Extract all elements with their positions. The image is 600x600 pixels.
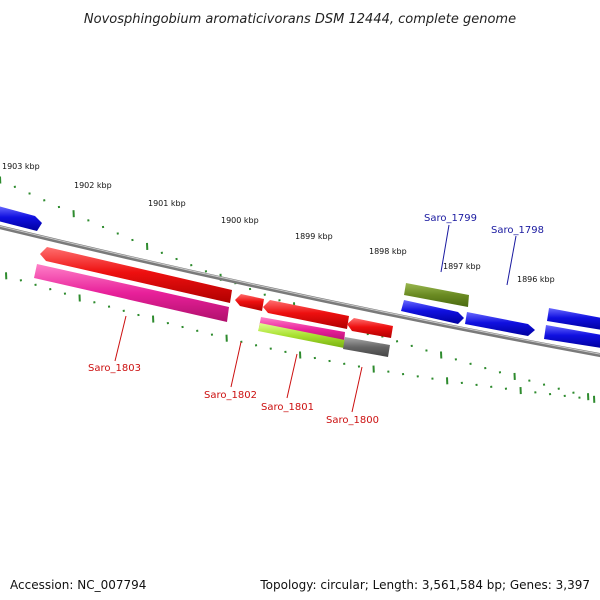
gene-arrow[interactable] [401, 300, 464, 324]
genome-backbone [0, 225, 600, 358]
accession-text: Accession: NC_007794 [10, 578, 147, 592]
ruler-label: 1901 kbp [148, 199, 186, 208]
gene-arrow[interactable] [263, 300, 349, 329]
inner-ruler-ticks [5, 272, 596, 403]
gene-arrow[interactable] [547, 308, 600, 330]
gene-label[interactable]: Saro_1800 [326, 415, 379, 426]
ruler-label: 1903 kbp [2, 162, 40, 171]
ruler-label: 1900 kbp [221, 216, 259, 225]
gene-label[interactable]: Saro_1801 [261, 402, 314, 413]
lime-feature[interactable] [258, 323, 345, 348]
gene-arrow[interactable] [235, 294, 264, 311]
genome-backbone-highlight [0, 225, 600, 355]
gray-feature[interactable] [343, 337, 390, 357]
leader-line [506, 235, 517, 286]
gene-label[interactable]: Saro_1798 [491, 225, 544, 236]
gene-arrow[interactable] [544, 325, 600, 348]
genome-summary-text: Topology: circular; Length: 3,561,584 bp… [260, 578, 590, 592]
olive-feature[interactable] [404, 283, 469, 307]
leader-line [440, 224, 450, 273]
gene-arrow[interactable] [0, 206, 42, 231]
gene-arrow[interactable] [347, 318, 393, 338]
ruler-label: 1899 kbp [295, 232, 333, 241]
ruler-labels: 1903 kbp 1902 kbp 1901 kbp 1900 kbp 1899… [2, 162, 555, 284]
leader-line [351, 366, 363, 413]
genome-title: Novosphingobium aromaticivorans DSM 1244… [84, 12, 516, 27]
ruler-label: 1898 kbp [369, 247, 407, 256]
reverse-genes [34, 247, 393, 357]
ruler-label: 1897 kbp [443, 262, 481, 271]
leader-line [114, 315, 127, 362]
gene-label[interactable]: Saro_1799 [424, 213, 477, 224]
gene-label[interactable]: Saro_1803 [88, 363, 141, 374]
ruler-label: 1896 kbp [517, 275, 555, 284]
ruler-label: 1902 kbp [74, 181, 112, 190]
label-leader-lines [114, 224, 517, 413]
gene-arrow[interactable] [465, 312, 535, 336]
gene-label[interactable]: Saro_1802 [204, 390, 257, 401]
gene-arrow[interactable] [40, 247, 232, 303]
forward-genes [0, 206, 600, 348]
pink-feature[interactable] [34, 264, 229, 322]
gene-labels: Saro_1803 Saro_1802 Saro_1801 Saro_1800 … [88, 213, 544, 426]
leader-line [230, 341, 242, 388]
leader-line [286, 353, 298, 399]
